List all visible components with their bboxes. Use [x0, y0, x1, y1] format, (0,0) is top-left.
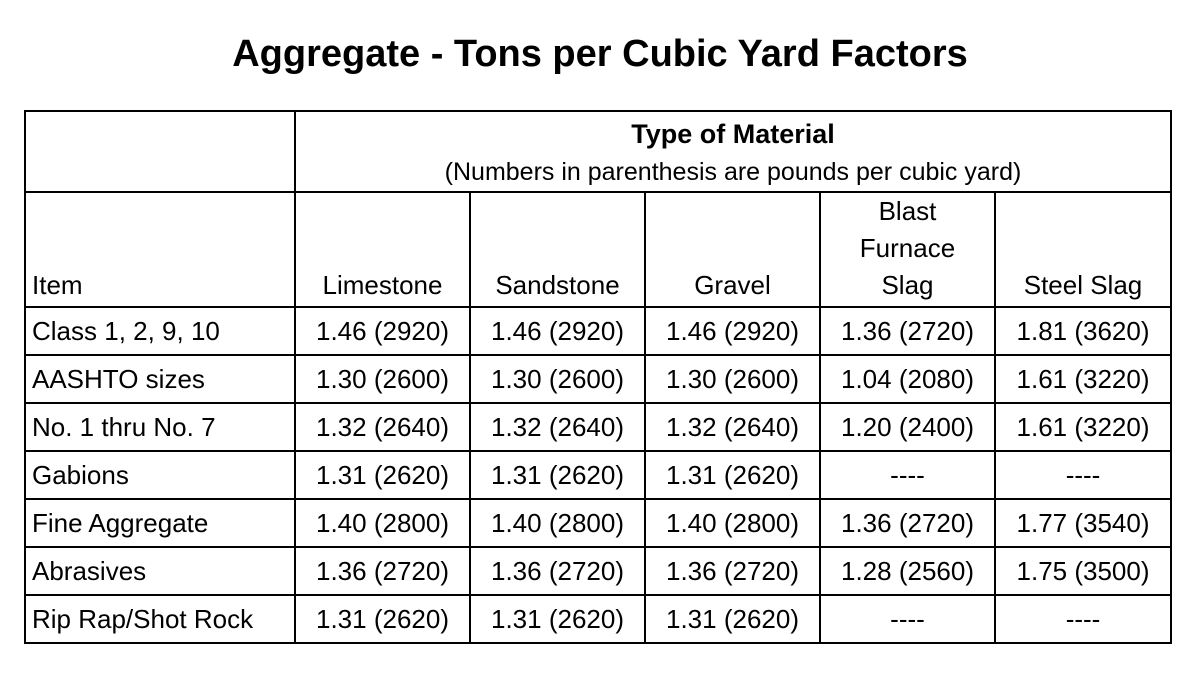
page-title: Aggregate - Tons per Cubic Yard Factors	[232, 33, 968, 75]
column-header-steel-slag: Steel Slag	[993, 191, 1173, 308]
column-header-gravel: Gravel	[644, 191, 821, 308]
cell-blast-furnace-slag: 1.36 (2720)	[819, 306, 996, 356]
cell-steel-slag: 1.61 (3220)	[993, 402, 1173, 452]
cell-gravel: 1.30 (2600)	[644, 354, 821, 404]
corner-cell	[24, 110, 296, 193]
cell-blast-furnace-slag: 1.20 (2400)	[819, 402, 996, 452]
column-header-item: Item	[24, 191, 296, 308]
cell-limestone: 1.31 (2620)	[294, 450, 471, 500]
row-item: Fine Aggregate	[24, 498, 296, 548]
table-row: Gabions 1.31 (2620) 1.31 (2620) 1.31 (26…	[24, 450, 1173, 500]
cell-sandstone: 1.40 (2800)	[469, 498, 646, 548]
cell-steel-slag: 1.77 (3540)	[993, 498, 1173, 548]
cell-limestone: 1.31 (2620)	[294, 594, 471, 644]
row-item: Gabions	[24, 450, 296, 500]
material-type-header: Type of Material (Numbers in parenthesis…	[293, 110, 1173, 193]
blast-furnace-slag-line-1: Blast	[878, 196, 937, 226]
table-row: Fine Aggregate 1.40 (2800) 1.40 (2800) 1…	[24, 498, 1173, 548]
cell-limestone: 1.36 (2720)	[294, 546, 471, 596]
row-item: Class 1, 2, 9, 10	[24, 306, 296, 356]
cell-steel-slag: 1.61 (3220)	[993, 354, 1173, 404]
cell-blast-furnace-slag: 1.36 (2720)	[819, 498, 996, 548]
cell-limestone: 1.30 (2600)	[294, 354, 471, 404]
cell-blast-furnace-slag: ----	[819, 450, 996, 500]
cell-blast-furnace-slag: 1.28 (2560)	[819, 546, 996, 596]
row-item: Abrasives	[24, 546, 296, 596]
cell-sandstone: 1.36 (2720)	[469, 546, 646, 596]
cell-gravel: 1.40 (2800)	[644, 498, 821, 548]
cell-limestone: 1.40 (2800)	[294, 498, 471, 548]
cell-gravel: 1.31 (2620)	[644, 594, 821, 644]
cell-gravel: 1.31 (2620)	[644, 450, 821, 500]
cell-steel-slag: ----	[993, 594, 1173, 644]
cell-gravel: 1.46 (2920)	[644, 306, 821, 356]
group-header-row: Type of Material (Numbers in parenthesis…	[24, 110, 1173, 193]
cell-steel-slag: ----	[993, 450, 1173, 500]
blast-furnace-slag-line-2: Furnace	[859, 233, 956, 263]
cell-steel-slag: 1.81 (3620)	[993, 306, 1173, 356]
material-type-title: Type of Material	[631, 118, 835, 149]
cell-blast-furnace-slag: 1.04 (2080)	[819, 354, 996, 404]
cell-steel-slag: 1.75 (3500)	[993, 546, 1173, 596]
table-row: Class 1, 2, 9, 10 1.46 (2920) 1.46 (2920…	[24, 306, 1173, 356]
cell-blast-furnace-slag: ----	[819, 594, 996, 644]
cell-gravel: 1.32 (2640)	[644, 402, 821, 452]
column-header-sandstone: Sandstone	[469, 191, 646, 308]
cell-limestone: 1.32 (2640)	[294, 402, 471, 452]
aggregate-factors-table: Type of Material (Numbers in parenthesis…	[24, 110, 1173, 644]
table-row: No. 1 thru No. 7 1.32 (2640) 1.32 (2640)…	[24, 402, 1173, 452]
cell-sandstone: 1.31 (2620)	[469, 594, 646, 644]
column-header-blast-furnace-slag: Blast Furnace Slag	[819, 191, 996, 308]
row-item: AASHTO sizes	[24, 354, 296, 404]
table-row: Abrasives 1.36 (2720) 1.36 (2720) 1.36 (…	[24, 546, 1173, 596]
column-header-limestone: Limestone	[294, 191, 471, 308]
cell-limestone: 1.46 (2920)	[294, 306, 471, 356]
cell-sandstone: 1.30 (2600)	[469, 354, 646, 404]
cell-sandstone: 1.31 (2620)	[469, 450, 646, 500]
material-type-subtitle: (Numbers in parenthesis are pounds per c…	[444, 157, 1022, 186]
row-item: No. 1 thru No. 7	[24, 402, 296, 452]
cell-gravel: 1.36 (2720)	[644, 546, 821, 596]
row-item: Rip Rap/Shot Rock	[24, 594, 296, 644]
table-row: Rip Rap/Shot Rock 1.31 (2620) 1.31 (2620…	[24, 594, 1173, 644]
table-row: AASHTO sizes 1.30 (2600) 1.30 (2600) 1.3…	[24, 354, 1173, 404]
cell-sandstone: 1.32 (2640)	[469, 402, 646, 452]
column-header-row: Item Limestone Sandstone Gravel Blast Fu…	[24, 191, 1173, 308]
cell-sandstone: 1.46 (2920)	[469, 306, 646, 356]
blast-furnace-slag-line-3: Slag	[881, 270, 934, 300]
